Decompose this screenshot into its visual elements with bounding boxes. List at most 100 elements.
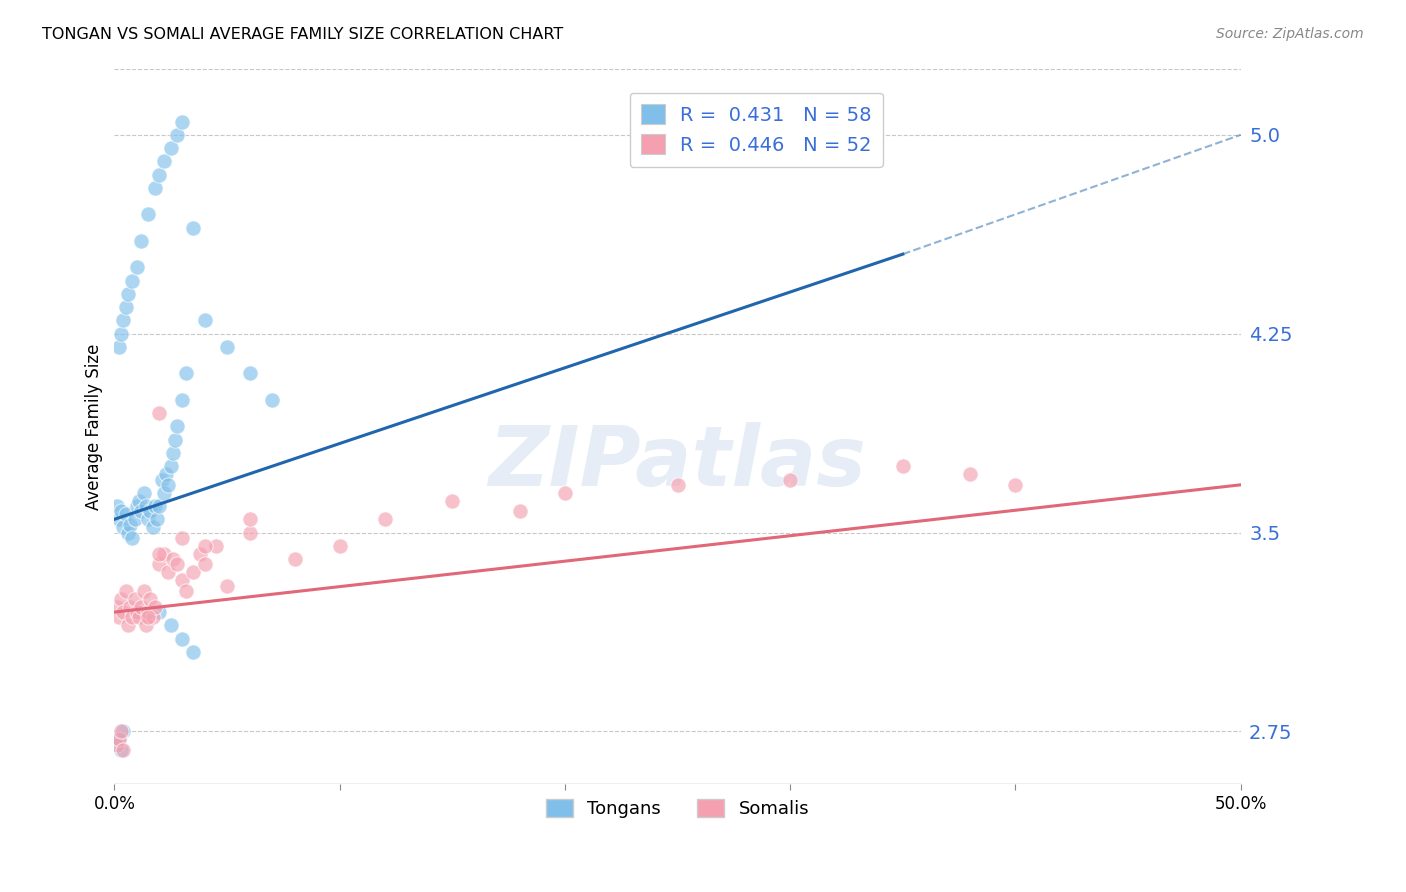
Text: ZIPatlas: ZIPatlas — [489, 422, 866, 503]
Point — [143, 181, 166, 195]
Point — [148, 605, 170, 619]
Point — [170, 574, 193, 588]
Point — [193, 558, 215, 572]
Point — [105, 738, 128, 752]
Point — [143, 599, 166, 614]
Point — [139, 504, 162, 518]
Point — [105, 599, 128, 614]
Point — [117, 618, 139, 632]
Point — [181, 645, 204, 659]
Point — [110, 724, 132, 739]
Point — [170, 531, 193, 545]
Point — [117, 286, 139, 301]
Point — [120, 599, 142, 614]
Point — [146, 512, 169, 526]
Point — [239, 367, 262, 381]
Point — [135, 618, 157, 632]
Point — [188, 547, 211, 561]
Point — [136, 605, 159, 619]
Point — [155, 467, 177, 482]
Point — [136, 512, 159, 526]
Point — [509, 504, 531, 518]
Y-axis label: Average Family Size: Average Family Size — [86, 343, 103, 509]
Point — [554, 485, 576, 500]
Point — [166, 128, 188, 142]
Point — [779, 473, 801, 487]
Point — [204, 539, 226, 553]
Point — [148, 168, 170, 182]
Point — [148, 499, 170, 513]
Point — [110, 591, 132, 606]
Point — [215, 340, 238, 354]
Point — [132, 583, 155, 598]
Point — [262, 392, 284, 407]
Point — [165, 433, 187, 447]
Point — [132, 485, 155, 500]
Point — [181, 220, 204, 235]
Point — [666, 478, 689, 492]
Point — [148, 547, 170, 561]
Point — [124, 591, 146, 606]
Point — [142, 610, 165, 624]
Point — [110, 743, 132, 757]
Point — [959, 467, 981, 482]
Point — [148, 558, 170, 572]
Point — [108, 732, 131, 747]
Point — [374, 512, 396, 526]
Point — [114, 507, 136, 521]
Point — [131, 504, 153, 518]
Point — [114, 583, 136, 598]
Text: TONGAN VS SOMALI AVERAGE FAMILY SIZE CORRELATION CHART: TONGAN VS SOMALI AVERAGE FAMILY SIZE COR… — [42, 27, 564, 42]
Point — [112, 520, 135, 534]
Point — [159, 141, 181, 155]
Point — [105, 499, 128, 513]
Point — [181, 566, 204, 580]
Point — [239, 512, 262, 526]
Point — [176, 367, 198, 381]
Point — [121, 610, 143, 624]
Point — [112, 724, 135, 739]
Point — [136, 610, 159, 624]
Point — [193, 539, 215, 553]
Point — [157, 566, 180, 580]
Point — [176, 583, 198, 598]
Point — [108, 512, 131, 526]
Point — [125, 260, 148, 275]
Point — [215, 578, 238, 592]
Point — [166, 558, 188, 572]
Point — [329, 539, 352, 553]
Point — [108, 610, 131, 624]
Point — [125, 605, 148, 619]
Point — [284, 552, 307, 566]
Point — [170, 392, 193, 407]
Point — [135, 499, 157, 513]
Point — [128, 610, 150, 624]
Point — [112, 605, 135, 619]
Point — [1004, 478, 1026, 492]
Point — [143, 499, 166, 513]
Point — [239, 525, 262, 540]
Point — [125, 499, 148, 513]
Point — [162, 552, 184, 566]
Point — [131, 599, 153, 614]
Point — [117, 525, 139, 540]
Point — [128, 493, 150, 508]
Point — [166, 419, 188, 434]
Point — [121, 531, 143, 545]
Point — [150, 473, 173, 487]
Point — [193, 313, 215, 327]
Point — [159, 618, 181, 632]
Legend: Tongans, Somalis: Tongans, Somalis — [538, 792, 817, 825]
Point — [110, 504, 132, 518]
Point — [105, 738, 128, 752]
Point — [170, 632, 193, 646]
Point — [157, 478, 180, 492]
Point — [108, 732, 131, 747]
Point — [120, 517, 142, 532]
Point — [136, 207, 159, 221]
Point — [139, 591, 162, 606]
Point — [441, 493, 464, 508]
Point — [153, 547, 176, 561]
Point — [153, 154, 176, 169]
Point — [142, 520, 165, 534]
